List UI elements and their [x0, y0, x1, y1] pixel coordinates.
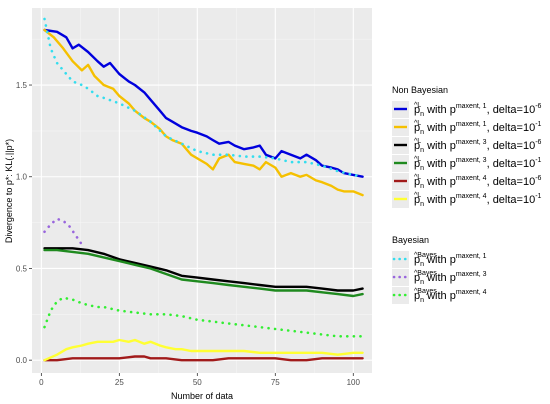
series-line-9 [43, 296, 364, 338]
series-line-6 [43, 338, 364, 362]
legend: Non Bayesian ^Lpn with pmaxent, 1, delta=… [392, 85, 542, 304]
legend-label: ^Bayespn with pmaxent, 4 [414, 288, 487, 304]
legend-key [392, 101, 409, 118]
legend-title: Bayesian [392, 235, 429, 245]
x-axis-label: Number of data [171, 391, 233, 401]
series-line-1 [43, 28, 364, 178]
legend-label: ^Lpn with pmaxent, 1, delta=10-6 [414, 102, 542, 118]
y-tick-label: 1.5 [16, 81, 28, 90]
legend-label: ^Lpn with pmaxent, 4, delta=10-6 [414, 174, 542, 190]
x-tick-label: 50 [193, 378, 202, 387]
y-axis-label: Divergence to p*: KL(.||p*) [4, 139, 14, 243]
series-line-2 [43, 28, 364, 197]
legend-key [392, 191, 409, 208]
legend-label: ^Lpn with pmaxent, 3, delta=10-1 [414, 156, 542, 172]
legend-key [392, 287, 409, 304]
legend-label: ^Lpn with pmaxent, 1, delta=10-1 [414, 120, 542, 136]
series-line-5 [43, 355, 364, 362]
legend-title: Non Bayesian [392, 85, 448, 95]
series-line-4 [43, 248, 364, 298]
legend-key [392, 173, 409, 190]
legend-key [392, 155, 409, 172]
x-tick-label: 100 [347, 378, 361, 387]
series-line-7 [43, 17, 364, 178]
legend-key [392, 269, 409, 286]
x-tick-label: 0 [39, 378, 44, 387]
axes: 0 25 50 75 100 0.0 0.5 1.0 1.5 [16, 81, 361, 387]
legend-label: ^Bayespn with pmaxent, 1 [414, 252, 487, 268]
legend-label: ^Lpn with pmaxent, 4, delta=10-1 [414, 192, 542, 208]
x-tick-label: 25 [115, 378, 124, 387]
series-layer [43, 17, 364, 362]
y-tick-label: 1.0 [16, 173, 28, 182]
legend-label: ^Bayespn with pmaxent, 3 [414, 270, 487, 286]
x-tick-label: 75 [271, 378, 280, 387]
y-tick-label: 0.0 [16, 356, 28, 365]
legend-key [392, 137, 409, 154]
legend-key [392, 119, 409, 136]
legend-label: ^Lpn with pmaxent, 3, delta=10-6 [414, 138, 542, 154]
series-line-3 [43, 247, 364, 292]
legend-key [392, 251, 409, 268]
plot-panel [32, 8, 372, 373]
y-tick-label: 0.5 [16, 264, 28, 273]
